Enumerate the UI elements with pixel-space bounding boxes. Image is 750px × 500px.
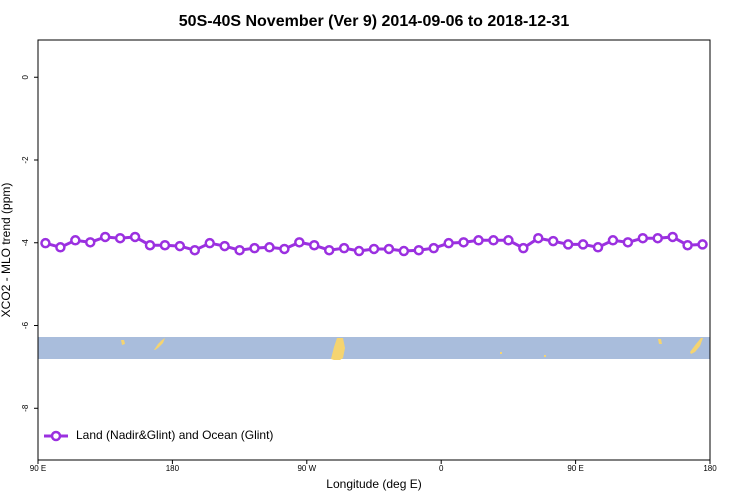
plot-layer: 90 E 180 90 W 0 90 E 180 0 -2 -4 -6 -8 Land (Nadir&… [21,74,717,473]
data-point [458,237,469,248]
data-point [294,237,305,248]
data-point [264,242,275,253]
x-tick-label: 0 [439,464,444,473]
chart-title: 50S-40S November (Ver 9) 2014-09-06 to 2… [179,13,570,30]
y-axis-label: XCO2 - MLO trend (ppm) [0,183,13,318]
data-point [547,235,559,247]
data-point [70,235,81,246]
data-point [637,232,649,244]
data-point [667,231,678,243]
data-point [682,239,693,251]
data-point [443,237,454,249]
data-point [129,231,141,243]
data-point [159,239,171,251]
data-point [174,240,186,252]
y-tick-label: -2 [21,156,30,164]
data-point [279,243,290,255]
legend-label: Land (Nadir&Glint) and Ocean (Glint) [76,428,273,442]
data-point [368,243,380,255]
data-point [592,242,604,253]
ocean-band [38,337,710,359]
data-point [234,244,245,256]
data-point [353,245,365,257]
data-point [85,237,96,248]
data-point [114,232,126,244]
x-tick-label: 90 W [297,464,316,473]
data-point [503,235,514,246]
data-point [383,243,395,255]
x-axis-label: Longitude (deg E) [326,477,421,491]
data-point [99,231,111,243]
x-tick-label: 90 E [30,464,46,473]
data-point [338,242,350,254]
x-tick-label: 90 E [567,464,583,473]
data-point [652,232,663,244]
data-point [697,239,708,250]
data-point [204,237,215,249]
data-point [428,242,439,254]
data-point [309,239,320,251]
data-point [144,239,156,251]
data-point [533,232,544,244]
data-point [249,242,260,254]
data-point [219,240,230,252]
x-tick-label: 180 [166,464,180,473]
data-point [607,235,619,246]
data-point [398,245,410,257]
legend-marker [50,430,62,442]
data-point [562,239,574,250]
y-tick-label: -4 [21,239,30,247]
data-point [518,242,529,254]
data-point [473,235,484,246]
plot-frame [37,39,711,461]
data-point [413,244,425,256]
data-point [323,244,335,256]
data-point [40,237,51,249]
data-point [55,242,66,253]
data-point [577,239,589,250]
y-tick-label: -8 [21,404,30,412]
y-tick-label: 0 [21,74,30,79]
y-tick-label: -6 [21,321,30,329]
data-point [189,244,201,256]
data-point [488,235,499,246]
x-tick-label: 180 [703,464,717,473]
data-point [622,237,634,248]
land-ocean-strip [38,337,710,360]
